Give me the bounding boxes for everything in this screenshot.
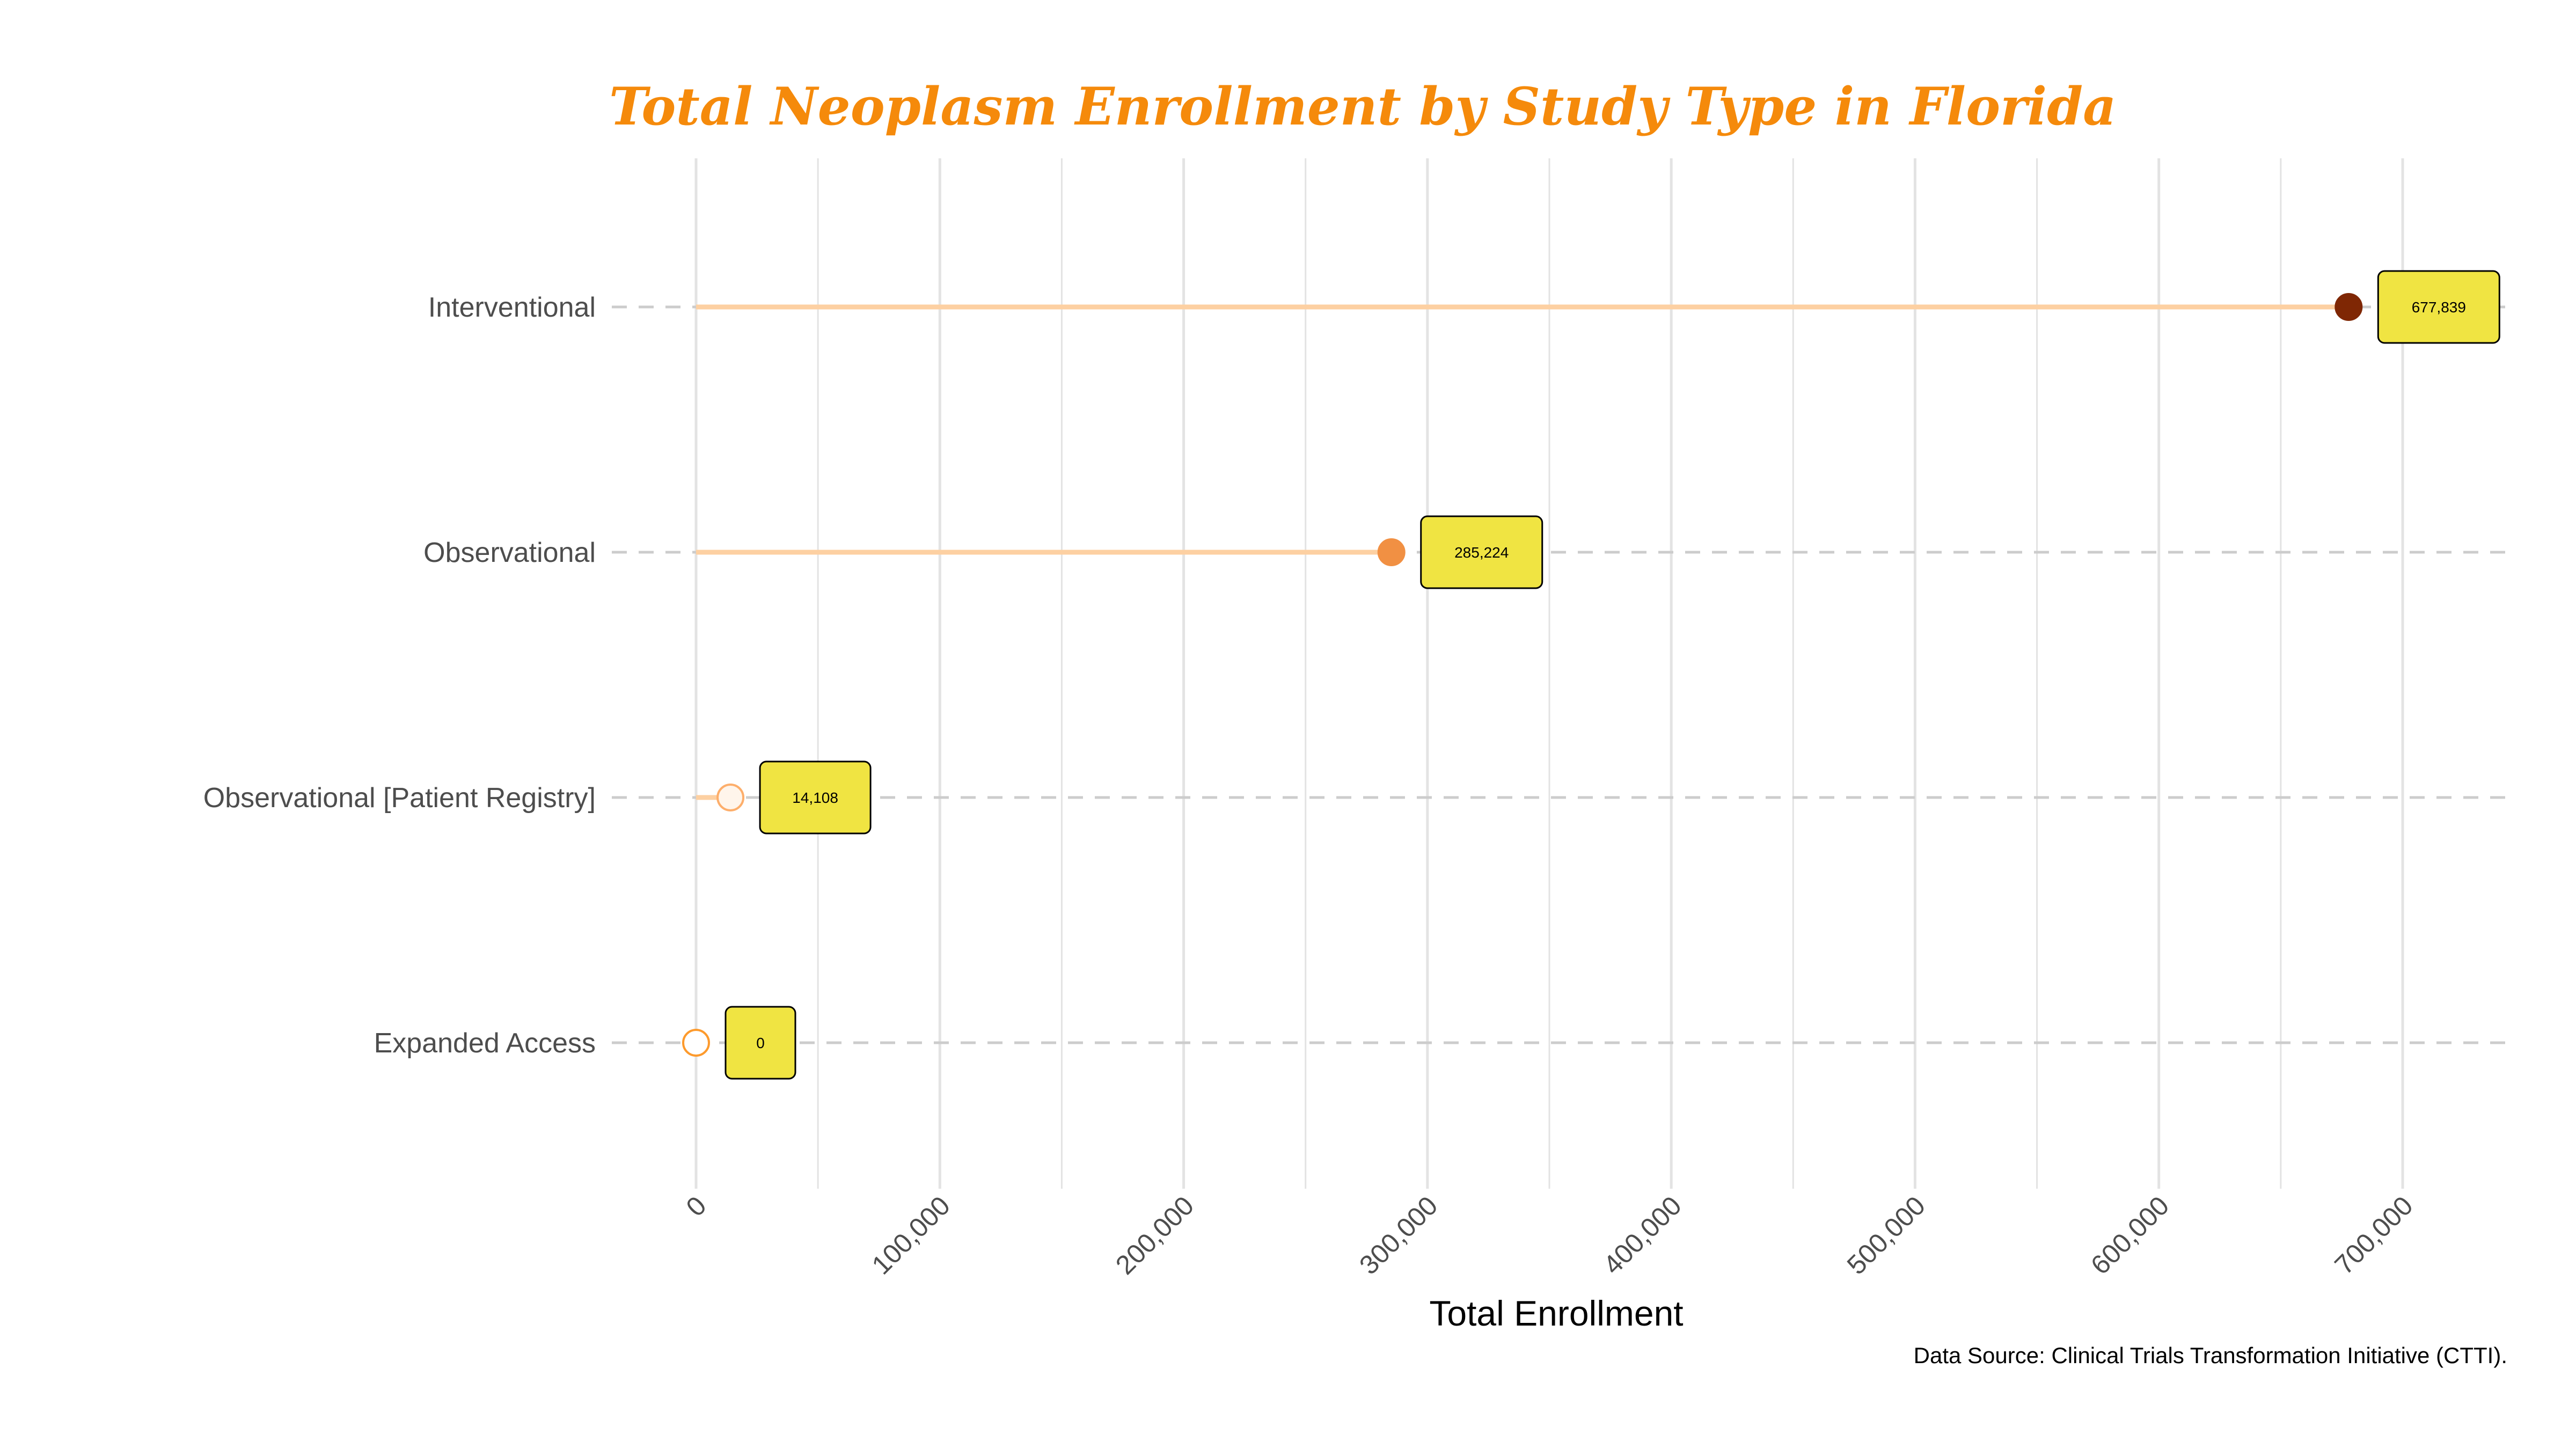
y-axis-ticks: Interventional Observational Observational… <box>203 292 596 1059</box>
grid-layer <box>694 158 2404 1189</box>
x-tick-label: 700,000 <box>2329 1190 2418 1280</box>
value-label-text: 677,839 <box>2412 299 2466 316</box>
x-axis-ticks: 0 100,000 200,000 300,000 400,000 500,000 600,… <box>680 1190 2419 1280</box>
x-tick-label: 200,000 <box>1110 1190 1199 1280</box>
points <box>682 293 2363 1057</box>
value-label: 0 <box>724 1006 796 1080</box>
data-point <box>1377 538 1406 566</box>
value-label-box <box>2377 270 2500 344</box>
x-tick-label: 0 <box>680 1190 712 1222</box>
value-label-box <box>724 1006 796 1080</box>
x-tick-label: 600,000 <box>2085 1190 2175 1280</box>
y-tick-label: Observational <box>423 537 596 568</box>
stems <box>696 304 2349 800</box>
value-label: 14,108 <box>759 760 872 835</box>
y-tick-label: Observational [Patient Registry] <box>203 782 596 814</box>
value-label: 285,224 <box>1420 515 1543 589</box>
value-label-text: 285,224 <box>1454 544 1509 561</box>
data-point <box>716 784 745 811</box>
y-tick-label: Expanded Access <box>374 1028 596 1059</box>
chart-title: Total Neoplasm Enrollment by Study Type … <box>609 76 2116 137</box>
value-label-text: 14,108 <box>792 789 838 806</box>
x-tick-label: 400,000 <box>1598 1190 1687 1280</box>
value-label: 677,839 <box>2377 270 2500 344</box>
data-point <box>2334 293 2363 321</box>
data-point <box>682 1029 710 1057</box>
x-tick-label: 100,000 <box>866 1190 956 1280</box>
value-label-box <box>1420 515 1543 589</box>
value-label-box <box>759 760 872 835</box>
category-guides <box>612 305 2512 1044</box>
chart-caption: Data Source: Clinical Trials Transformat… <box>1914 1343 2507 1368</box>
y-tick-label: Interventional <box>428 292 596 323</box>
x-axis-label: Total Enrollment <box>1429 1293 1683 1333</box>
x-tick-label: 300,000 <box>1353 1190 1443 1280</box>
value-label-text: 0 <box>756 1035 765 1051</box>
x-tick-label: 500,000 <box>1841 1190 1931 1280</box>
value-labels: 677,839 285,224 14,108 0 <box>724 270 2500 1080</box>
